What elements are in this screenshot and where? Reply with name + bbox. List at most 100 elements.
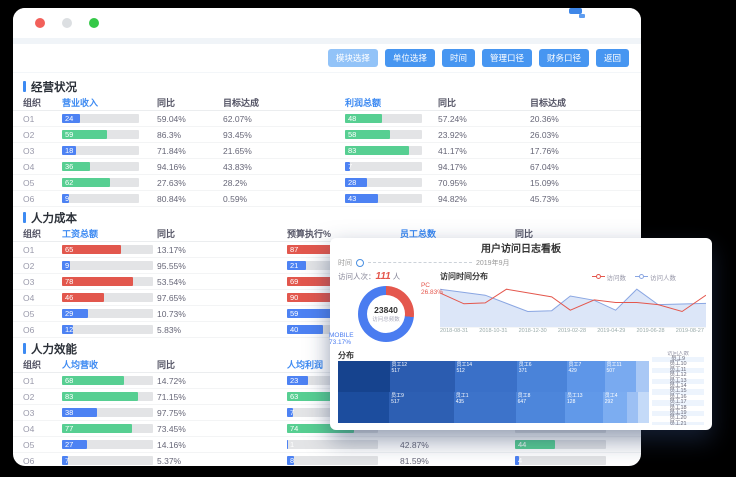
slider-track[interactable]	[368, 262, 472, 263]
table-header: 组织 人均营收 同比 人均利润	[13, 357, 641, 373]
x-tick-label: 2019-06-28	[636, 328, 665, 334]
org-label: O3	[23, 276, 35, 287]
column-header-link[interactable]: 工资总额	[62, 229, 99, 239]
visits-stat-unit: 人	[392, 272, 401, 281]
table-row: O2 59 86.3% 93.45% 58 23.92% 26.03%	[13, 127, 641, 143]
value-cell: 53.54%	[157, 276, 186, 287]
employee-list-item: 员工16	[669, 393, 687, 400]
toolbar-button-6[interactable]: 返回	[595, 48, 629, 68]
treemap-cell: 员工7 429	[566, 361, 605, 392]
value-cell: 71.15%	[157, 391, 186, 402]
toolbar-button-2[interactable]: 单位选择	[384, 48, 435, 68]
bar-cell: 4	[515, 456, 606, 465]
bar-cell: 9	[62, 261, 153, 270]
x-tick-label: 2019-08-27	[675, 328, 704, 334]
section-accent-bar	[23, 343, 26, 354]
pc-slice-label: PC 26.83%	[420, 282, 443, 296]
maximize-window-button[interactable]	[89, 18, 99, 28]
column-header-link[interactable]: 员工总数	[400, 229, 437, 239]
section: 经营状况 组织 营业收入 同比 目标达成 利润总额 同比 目标达成 O1 24 59.04% 62.0…	[13, 78, 641, 207]
bar-cell: 78	[62, 277, 153, 286]
visits-stat: 访问人次：111 人	[338, 271, 436, 282]
x-tick-label: 2019-04-29	[597, 328, 626, 334]
employee-list-item: 员工12	[669, 372, 687, 379]
value-cell: 81.59%	[400, 455, 429, 466]
mobile-slice-label: MOBILE 73.17%	[329, 332, 354, 346]
value-cell: 93.45%	[223, 129, 252, 140]
bar-cell: 65	[62, 245, 153, 254]
x-tick-label: 2019-02-28	[557, 328, 587, 334]
section-title: 人力成本	[13, 209, 641, 226]
x-tick-label: 2018-08-31	[440, 328, 469, 334]
section-title: 经营状况	[13, 78, 641, 95]
org-label: O5	[23, 177, 35, 188]
column-header: 组织	[23, 98, 42, 108]
org-label: O6	[23, 455, 35, 466]
treemap: 员工12 517 员工14 512 员工6 371 员工7 429 员工11 507 员工9 517 员…	[338, 361, 649, 423]
line-chart-x-axis: 2018-08-31 2018-10-31 2018-12-30 2019-02-28…	[440, 328, 704, 335]
treemap-cell	[338, 392, 390, 423]
treemap-cell: 员工1 435	[453, 392, 516, 423]
value-cell: 73.45%	[157, 423, 186, 434]
bar-cell: 1	[287, 440, 378, 449]
legend-item[interactable]: 访问人数	[635, 272, 676, 282]
bar-cell: 48	[345, 114, 422, 123]
column-header: 预算执行%	[287, 229, 332, 239]
slider-handle-icon[interactable]	[356, 258, 364, 267]
line-chart-title: 访问时间分布	[440, 272, 488, 281]
column-header: 组织	[23, 360, 42, 370]
toolbar-button-5[interactable]: 财务口径	[538, 48, 589, 68]
column-header: 同比	[515, 229, 534, 239]
toolbar-button-1[interactable]: 模块选择	[327, 48, 378, 68]
table-row: O6 7 5.37% 8 81.59% 4	[13, 453, 641, 466]
value-cell: 67.04%	[530, 161, 559, 172]
employee-list-item: 员工13	[652, 378, 704, 384]
column-header-link[interactable]: 人均利润	[287, 360, 324, 370]
value-cell: 41.17%	[438, 145, 467, 156]
value-cell: 20.36%	[530, 113, 559, 124]
bar-cell: 7	[62, 456, 153, 465]
stray-mark	[579, 14, 585, 18]
bar-cell: 38	[62, 408, 153, 417]
close-window-button[interactable]	[35, 18, 45, 28]
value-cell: 27.63%	[157, 177, 186, 188]
bar-cell: 8	[287, 456, 378, 465]
toolbar-button-3[interactable]: 时间	[441, 48, 475, 68]
column-header-link[interactable]: 人均营收	[62, 360, 99, 370]
value-cell: 94.17%	[438, 161, 467, 172]
column-header: 同比	[438, 98, 457, 108]
table-header: 组织 工资总额 同比 预算执行% 员工总数 同比	[13, 226, 641, 242]
visits-summary: 访问人次：111 人 23840 访问总频数 PC 26.83% MOBILE 73…	[329, 271, 443, 347]
treemap-cell: 员工8 647	[515, 392, 566, 423]
value-cell: 95.55%	[157, 260, 186, 271]
bar-cell: 29	[62, 309, 153, 318]
org-label: O4	[23, 423, 35, 434]
toolbar: 模块选择 单位选择 时间 管理口径 财务口径 返回	[13, 44, 641, 73]
employee-list-header: 访问人数	[666, 351, 689, 357]
employee-list-item: 员工10	[669, 361, 687, 368]
bar-cell: 18	[62, 146, 139, 155]
employee-list-item: 员工15	[652, 388, 704, 395]
column-header: 同比	[157, 98, 176, 108]
column-header-link[interactable]: 利润总额	[345, 98, 382, 108]
donut-center: 23840 访问总频数	[367, 295, 405, 333]
bar-cell: 83	[62, 392, 153, 401]
treemap-cell	[338, 361, 390, 392]
org-label: O5	[23, 308, 35, 319]
minimize-window-button[interactable]	[62, 18, 72, 28]
visits-stat-label: 访问人次：	[338, 272, 376, 281]
legend-item[interactable]: 访问数	[591, 272, 626, 282]
table-row: O6 9 80.84% 0.59% 43 94.82% 45.73%	[13, 191, 641, 207]
employee-list: 访问人数 员工9 员工10 员工11 员工12 员工13 员工14 员工15 员工16 员工17…	[652, 351, 704, 425]
toolbar-button-4[interactable]: 管理口径	[481, 48, 532, 68]
bar-cell: 24	[62, 114, 139, 123]
time-slider: 时间 2019年9月	[338, 257, 704, 268]
bar-cell: 28	[345, 178, 422, 187]
window-titlebar	[13, 8, 641, 38]
org-label: O2	[23, 391, 35, 402]
column-header-link[interactable]: 营业收入	[62, 98, 99, 108]
employee-list-item: 员工21	[652, 421, 704, 425]
column-header: 组织	[23, 229, 42, 239]
line-chart-legend: 访问数 访问人数	[591, 272, 676, 282]
employee-list-item: 员工19	[652, 410, 704, 417]
